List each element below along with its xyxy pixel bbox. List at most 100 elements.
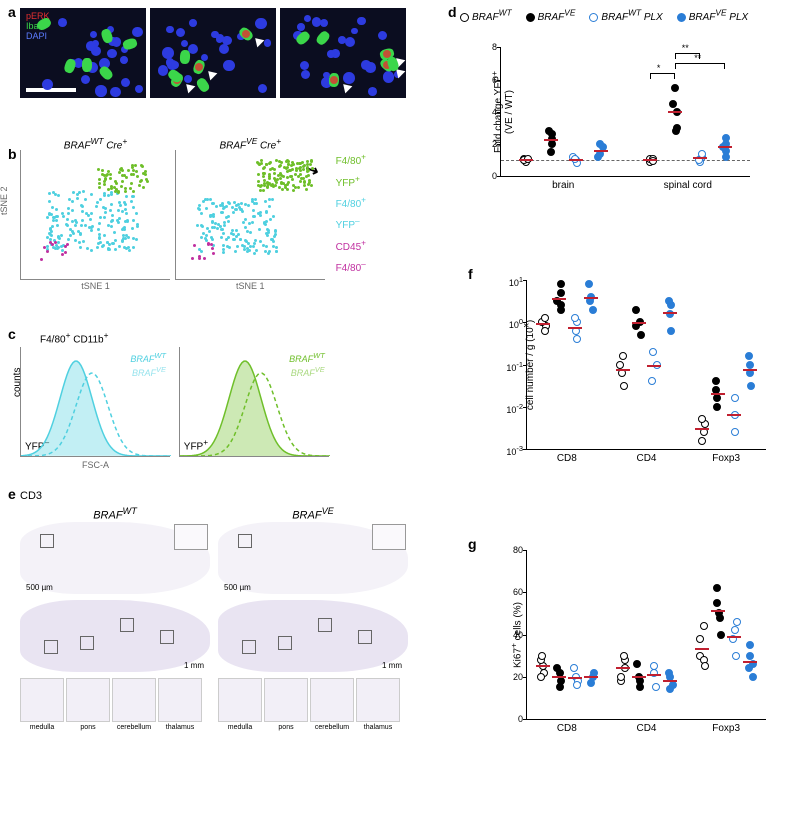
data-point [746,652,754,660]
data-point [745,352,753,360]
data-point [667,327,675,335]
mean-bar [663,312,677,314]
data-point [573,335,581,343]
mean-bar [693,157,707,159]
brain-slice-bottom: 1 mm [218,600,408,672]
data-point [633,660,641,668]
panel-d-chart: Fold change YFP+ (VE / WT) 02468brainspi… [500,47,750,177]
category-label: Foxp3 [696,453,756,464]
data-point [713,403,721,411]
y-tick: 0 [501,714,523,724]
y-tick: 8 [475,42,497,52]
histosection-wt: BRAFWT 500 µm 1 mm medullaponscerebellum… [20,506,210,722]
region-thumb: cerebellum [310,678,354,722]
legend-item: F4/80+ YFP+ [336,150,366,193]
inset [372,524,406,550]
y-tick: 40 [501,630,523,640]
data-point [745,664,753,672]
data-point [571,314,579,322]
histogram-yfp-neg: FSC-A YFP– BRAFWT BRAFVE [20,347,170,457]
data-point [731,428,739,436]
data-point [712,377,720,385]
panel-d-legend: BRAFWTBRAFVEBRAFWT PLXBRAFVE PLX [460,8,780,25]
data-point [541,327,549,335]
category-label: Foxp3 [696,723,756,734]
y-tick: 60 [501,587,523,597]
data-point [594,153,602,161]
panel-f-label: f [468,266,473,282]
data-point [652,683,660,691]
data-point [696,635,704,643]
data-point [538,652,546,660]
data-point [747,382,755,390]
y-tick: 101 [501,275,523,288]
micrograph-wt: BRAFWT pERK Iba1 DAPI [20,8,146,98]
tsne-wt: BRAFWT Cre+ tSNE 2 tSNE 1 [20,150,170,280]
y-tick: 10-3 [501,444,523,457]
data-point [649,348,657,356]
panel-b-legend: F4/80+ YFP+F4/80+ YFP–CD45+ F4/80– [336,150,366,278]
data-point [537,673,545,681]
data-point [731,394,739,402]
mean-bar [711,610,725,612]
data-point [557,301,565,309]
data-point [632,306,640,314]
data-point [616,361,624,369]
legend-item: BRAFWT [460,8,512,25]
panel-c: F4/80+ CD11b+ counts FSC-A YFP– BRAFWT B… [20,330,420,460]
data-point [620,382,628,390]
data-point [648,377,656,385]
mean-bar [743,661,757,663]
y-tick: 2 [475,139,497,149]
y-tick: 10-1 [501,360,523,373]
region-thumbs: medullaponscerebellumthalamus [218,678,408,722]
data-point [557,289,565,297]
data-point [671,84,679,92]
mean-bar [647,365,661,367]
data-point [556,683,564,691]
category-label: CD8 [537,723,597,734]
data-point [713,584,721,592]
region-thumb: medulla [218,678,262,722]
scalebar-label: 500 µm [26,583,53,592]
tsne-title: BRAFVE Cre+ [176,136,325,151]
legend-item: BRAFVE PLX [677,8,748,25]
mean-bar [695,428,709,430]
panel-c-label: c [8,326,16,342]
mean-bar [743,369,757,371]
panel-a: BRAFWT pERK Iba1 DAPI BRAFVE BRAFVE+PLX [20,8,420,98]
data-point [548,140,556,148]
region-thumb: thalamus [356,678,400,722]
data-point [733,618,741,626]
region-thumb: thalamus [158,678,202,722]
category-label: CD4 [617,453,677,464]
mean-bar [584,676,598,678]
data-point [619,352,627,360]
mean-bar [584,297,598,299]
data-point [732,652,740,660]
mean-bar [552,298,566,300]
data-point [673,124,681,132]
mean-bar [536,323,550,325]
data-point [701,662,709,670]
axis-label-x: FSC-A [82,460,109,470]
data-point [573,681,581,689]
mean-bar [663,680,677,682]
mean-bar [727,636,741,638]
category-label: CD8 [537,453,597,464]
mean-bar [616,667,630,669]
data-point [713,599,721,607]
inset [174,524,208,550]
data-point [717,631,725,639]
data-point [746,361,754,369]
histo-title: BRAFVE [218,506,408,522]
mean-bar [632,322,646,324]
panel-f-chart: cell number / g (10x) 10-310-210-1100101… [526,280,766,450]
histosection-ve: BRAFVE 500 µm 1 mm medullaponscerebellum… [218,506,408,722]
data-point [541,314,549,322]
mean-bar [552,676,566,678]
legend-item: F4/80+ YFP– [336,193,366,236]
panel-e-marker: CD3 [20,490,440,502]
y-tick: 10-2 [501,402,523,415]
mean-bar [668,111,682,113]
